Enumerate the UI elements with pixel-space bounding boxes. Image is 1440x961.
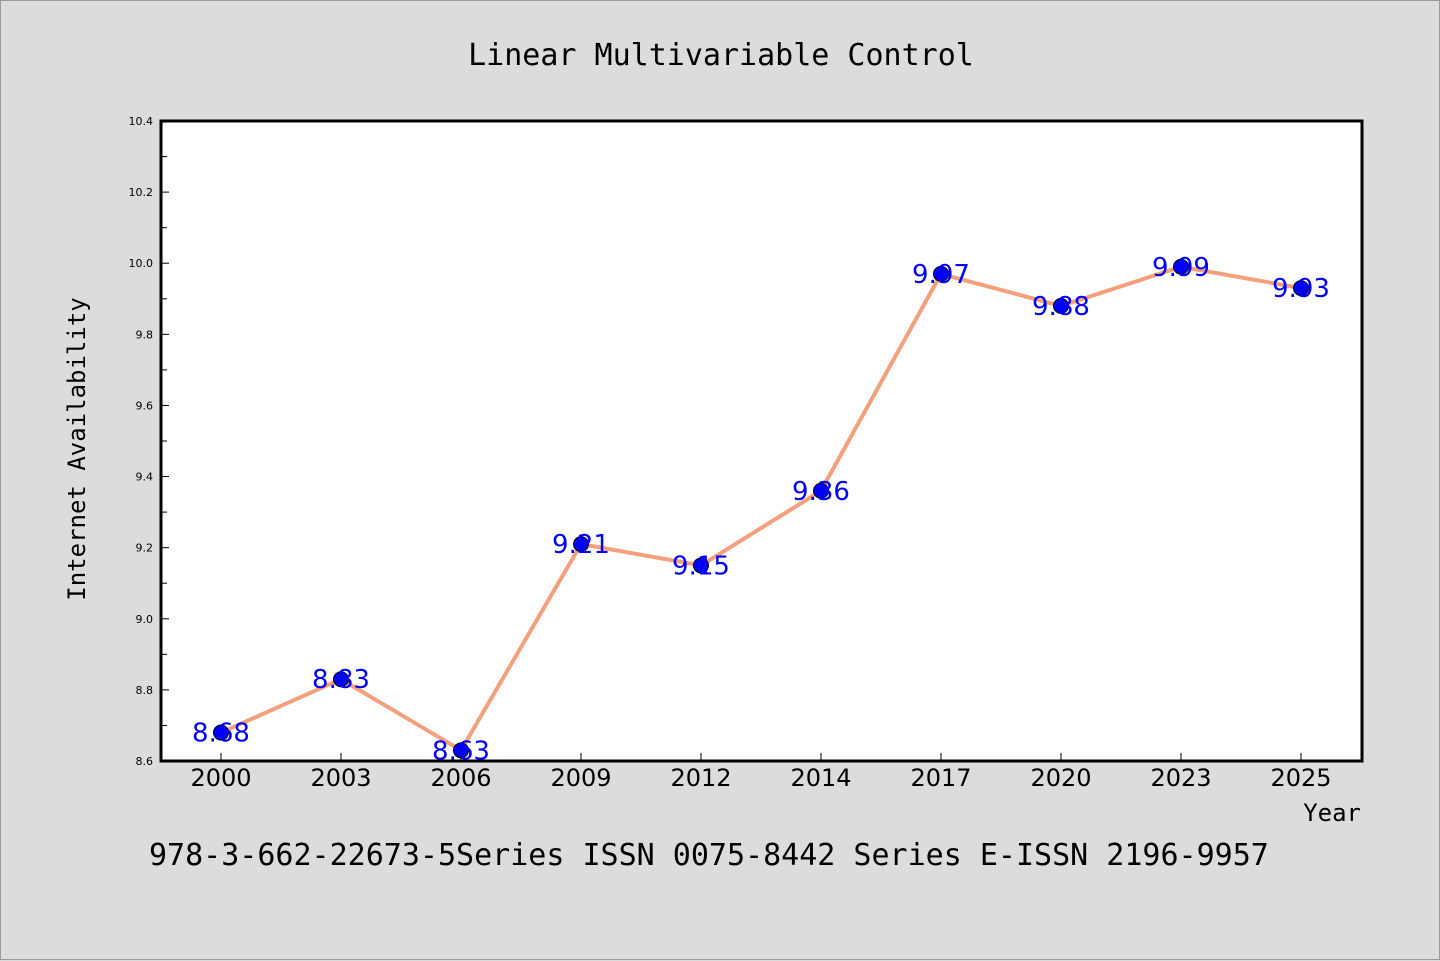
data-point [573, 536, 589, 553]
data-point [1293, 280, 1309, 297]
data-label: 8.68 [192, 719, 250, 749]
data-label: 9.88 [1032, 292, 1090, 322]
data-label: 9.36 [792, 477, 850, 507]
y-axis: 8.6 8.8 9.0 9.2 9.4 9.6 9.8 10.0 10.2 10.4 [129, 115, 169, 768]
x-tick-label: 2020 [1030, 764, 1091, 792]
data-label: 9.93 [1272, 274, 1330, 304]
y-tick-label: 9.8 [136, 328, 154, 341]
y-tick-label: 10.0 [129, 257, 154, 270]
data-point [1053, 297, 1069, 314]
data-point [333, 671, 349, 688]
series-line [220, 264, 1302, 753]
data-point [933, 265, 949, 282]
data-point [213, 724, 229, 741]
y-tick-label: 9.4 [136, 471, 154, 484]
data-label: 8.63 [432, 736, 490, 766]
data-label: 9.97 [912, 260, 970, 290]
data-label: 9.21 [552, 530, 610, 560]
x-axis-label: Year [1303, 799, 1361, 827]
footer-isbn-text: 978-3-662-22673-5Series ISSN 0075-8442 S… [149, 838, 1269, 873]
plot-area [159, 119, 1364, 763]
y-axis-label: Internet Availability [63, 297, 91, 600]
y-tick-label: 9.0 [136, 613, 154, 626]
y-tick-label: 10.2 [129, 186, 154, 199]
x-tick-label: 2003 [310, 764, 371, 792]
data-label: 8.83 [312, 665, 370, 695]
x-tick-label: 2025 [1270, 764, 1331, 792]
data-point [813, 482, 829, 499]
y-tick-label: 10.4 [129, 115, 154, 128]
x-tick-label: 2000 [190, 764, 251, 792]
data-point [453, 742, 469, 759]
x-tick-label: 2023 [1150, 764, 1211, 792]
x-tick-label: 2009 [550, 764, 611, 792]
data-point [693, 557, 709, 574]
y-tick-label: 8.6 [136, 755, 154, 768]
series-group: 8.68 8.83 8.63 9.21 9.15 9.36 9.97 9.88 9.99 9.93 [192, 253, 1330, 767]
chart-title: Linear Multivariable Control [468, 38, 974, 73]
x-tick-label: 2014 [790, 764, 851, 792]
x-tick-label: 2006 [430, 764, 491, 792]
y-tick-label: 9.2 [136, 542, 154, 555]
data-label: 9.99 [1152, 253, 1210, 283]
data-label: 9.15 [672, 551, 730, 581]
y-tick-label: 8.8 [136, 684, 154, 697]
data-point [1173, 258, 1189, 275]
y-tick-label: 9.6 [136, 399, 154, 412]
x-tick-label: 2012 [670, 764, 731, 792]
x-tick-label: 2017 [910, 764, 971, 792]
x-axis: 2000 2003 2006 2009 2012 2014 2017 2020 2023 2025 [190, 753, 1332, 792]
